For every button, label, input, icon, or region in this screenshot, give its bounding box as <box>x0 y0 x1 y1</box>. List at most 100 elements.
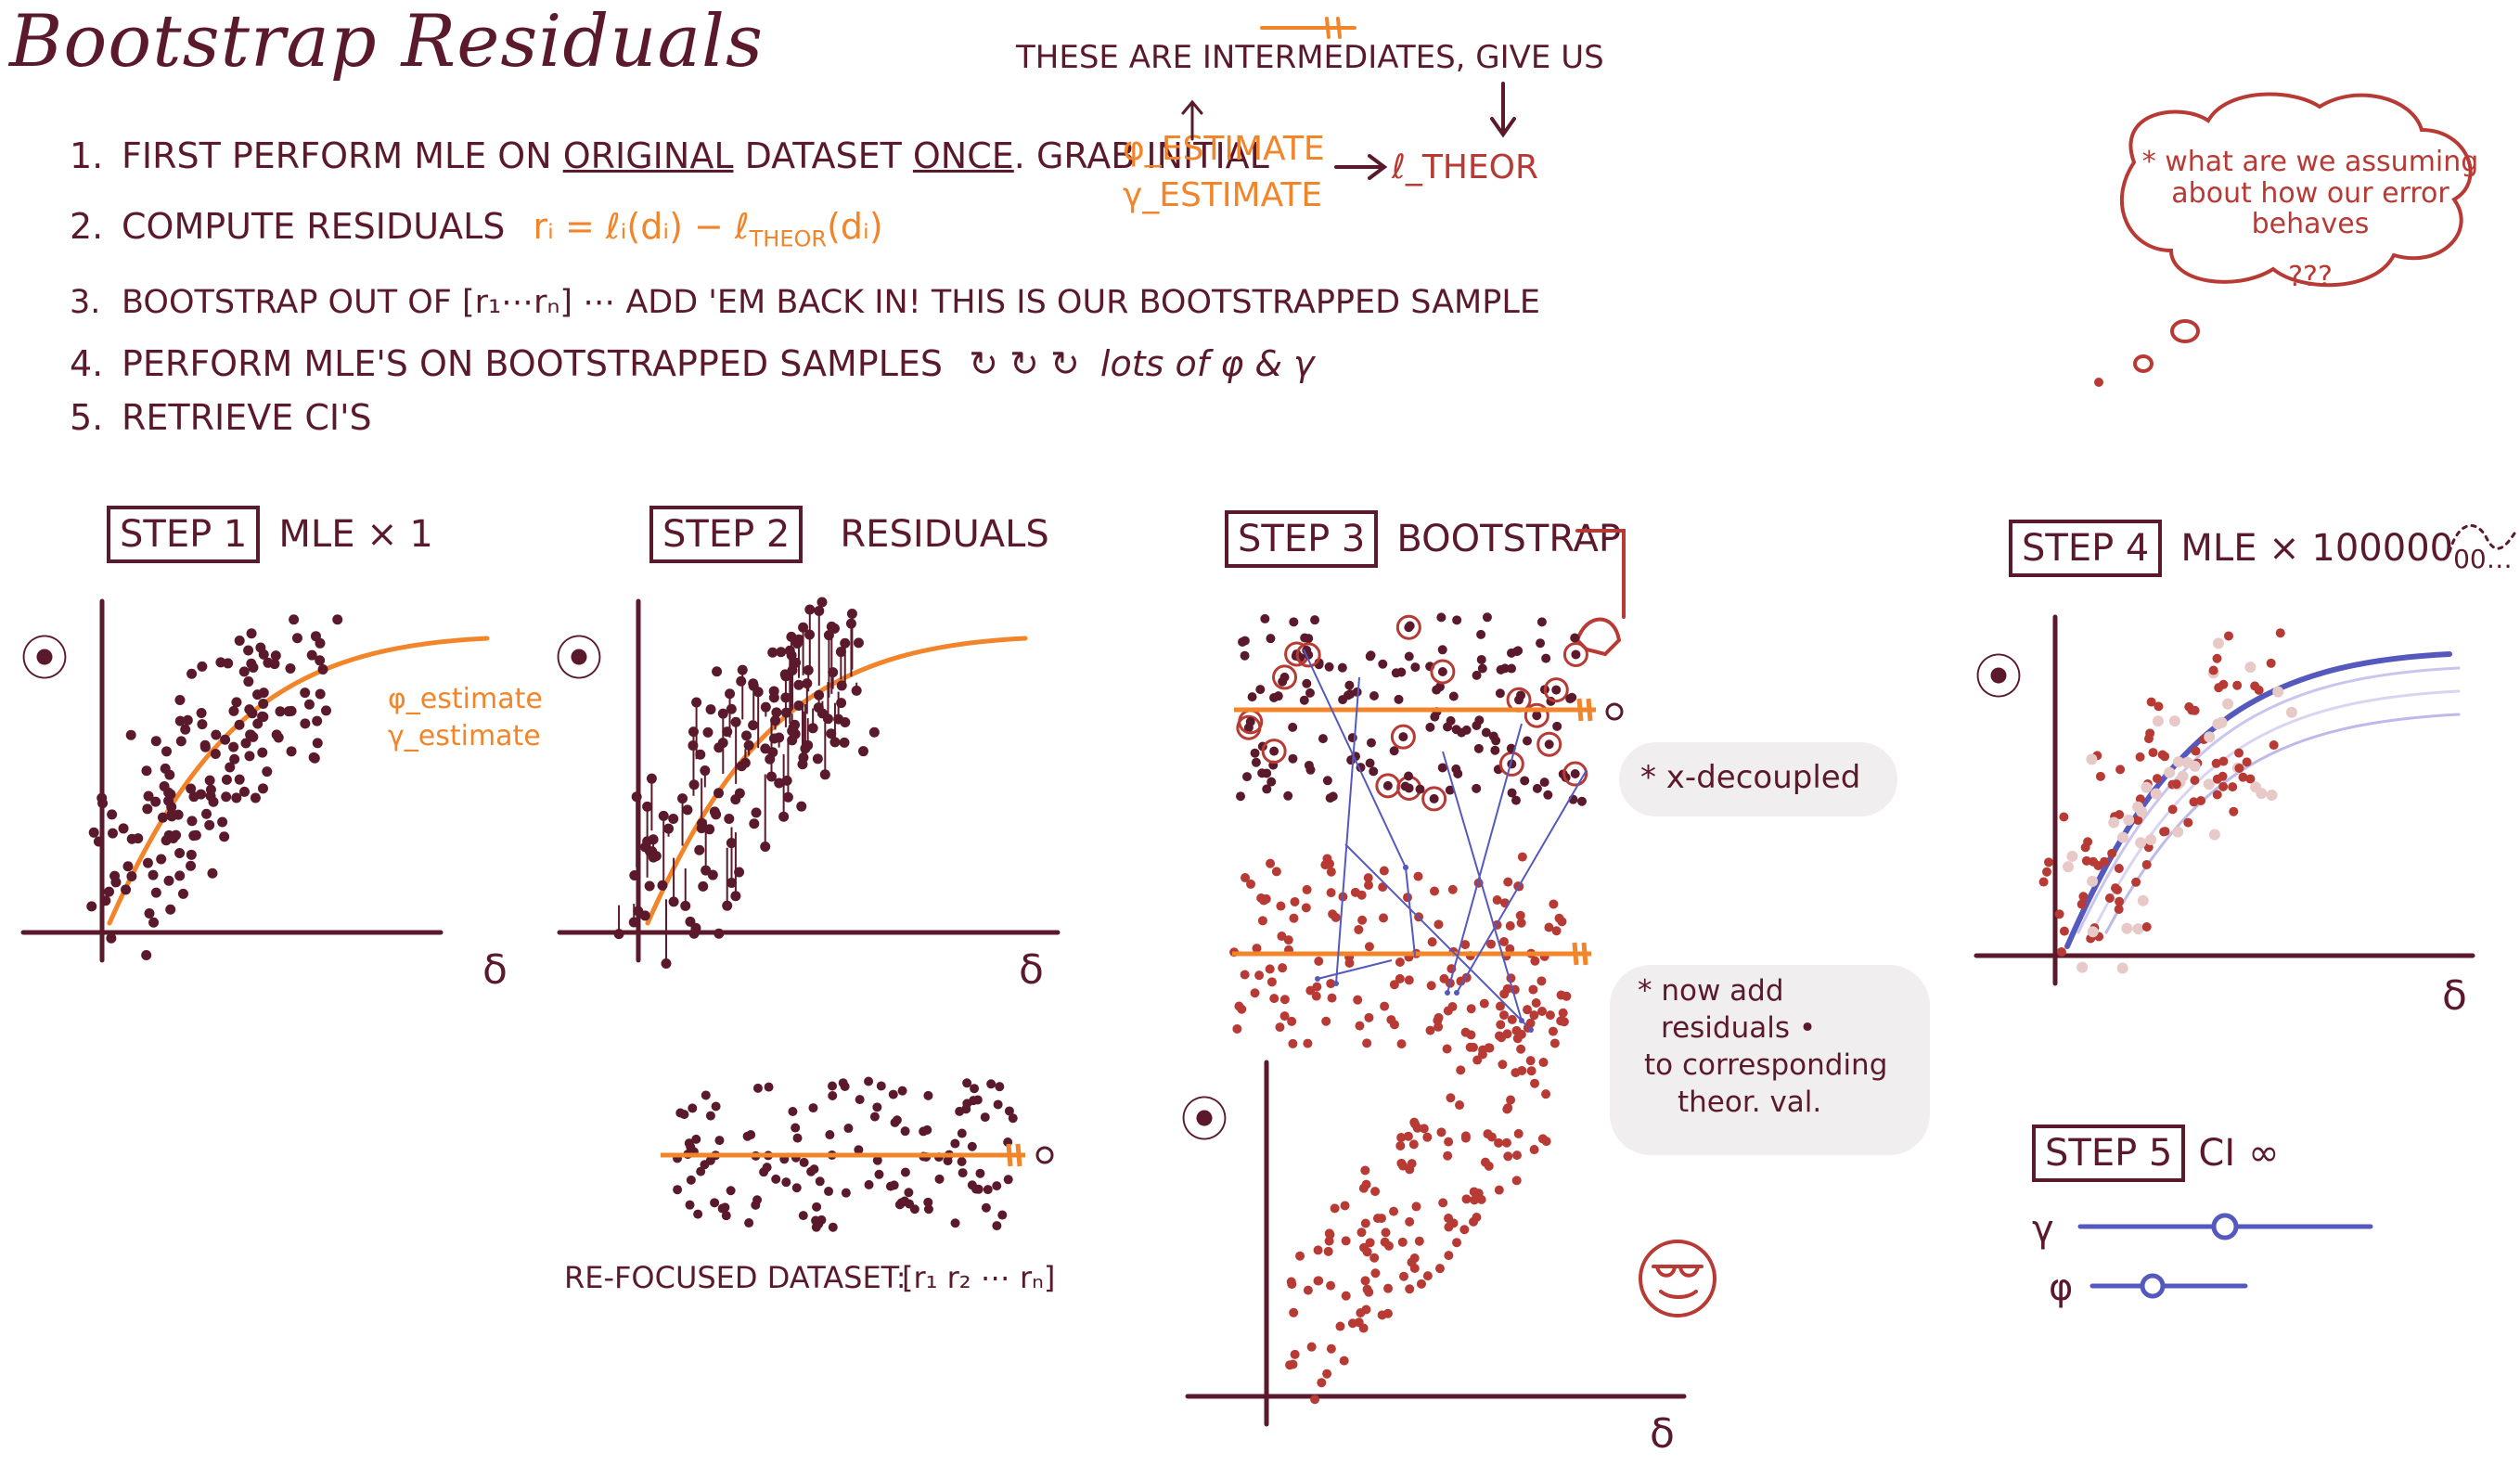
recombined-point <box>1289 1307 1299 1317</box>
step-1-data-point <box>93 836 104 847</box>
residual-point <box>1432 685 1442 695</box>
step-2-data-point <box>760 743 771 754</box>
bootstrapped-point <box>1505 920 1515 931</box>
refocused-vector: [r₁ r₂ ⋯ rₙ] <box>902 1260 1056 1295</box>
recombined-point <box>1356 1227 1367 1238</box>
mle-sample-point <box>2211 758 2221 768</box>
step-2-data-point <box>682 804 693 816</box>
bootstrapped-point <box>1517 852 1527 862</box>
bootstrapped-point <box>1468 1042 1478 1052</box>
step-2-data-point <box>736 761 747 772</box>
mle-sample-point <box>2159 827 2169 837</box>
recombined-point <box>1523 1005 1533 1015</box>
step-2-data-point <box>628 917 639 928</box>
step-2-data-point <box>836 680 847 691</box>
bootstrapped-point <box>1379 913 1389 923</box>
recombined-point <box>1370 1268 1381 1279</box>
step-2-data-point <box>714 928 725 939</box>
residual-point <box>1445 785 1455 795</box>
bootstrapped-point <box>1485 939 1496 949</box>
step-2-data-point <box>770 715 781 726</box>
step-1-data-point <box>317 663 328 675</box>
sampling-arrow-head <box>1333 981 1339 986</box>
mle-sample-point <box>2141 859 2152 869</box>
step-2-data-point <box>819 769 830 780</box>
step-1-data-point <box>245 729 256 740</box>
residual-point <box>1269 746 1279 756</box>
step-1-data-point <box>186 783 197 794</box>
step-1-data-point <box>199 741 211 752</box>
residual-point <box>1283 790 1293 801</box>
recombined-point <box>1310 1394 1320 1405</box>
mle-sample-point <box>2108 816 2120 829</box>
refocused-point <box>980 1112 990 1123</box>
recombined-point <box>1541 1089 1551 1099</box>
mle-sample-point <box>2168 715 2180 727</box>
sampling-arrow <box>1344 843 1532 1031</box>
sunglasses-smiley-icon <box>1639 1240 1716 1317</box>
step-1-data-point <box>220 734 231 745</box>
recombined-point <box>1530 1078 1540 1088</box>
refocused-end-circle <box>1035 1146 1054 1164</box>
bootstrapped-point <box>1344 957 1355 968</box>
step-2-data-point <box>629 870 640 881</box>
residual-point <box>1429 793 1439 803</box>
refocused-point <box>967 1141 977 1151</box>
mle-sample-point <box>2132 801 2144 813</box>
residual-point <box>1250 748 1260 758</box>
step-2-data-point <box>845 618 856 629</box>
step-2-data-point <box>765 771 777 782</box>
step-4-box: STEP 4 <box>2009 520 2163 577</box>
bootstrapped-point <box>1562 991 1572 1001</box>
step-2-data-point <box>730 716 741 727</box>
mle-sample-point <box>2218 756 2229 766</box>
recombined-point <box>1511 1150 1522 1161</box>
step-2-data-point <box>712 666 723 677</box>
bootstrapped-point <box>1364 880 1374 890</box>
step-2-data-point <box>705 704 716 715</box>
sampled-residual-ring <box>1295 642 1321 668</box>
bootstrapped-point <box>1303 1038 1313 1048</box>
decoupled-note-pad <box>1619 742 1897 816</box>
sampling-arrow <box>1446 723 1523 994</box>
step-4-tail: lots of φ & γ <box>1099 343 1315 384</box>
mle-sample-point <box>2100 856 2110 867</box>
step-1-data-point <box>143 790 154 802</box>
residual-point <box>1404 623 1414 633</box>
step-1-data-point <box>285 662 296 674</box>
residual-point <box>1481 727 1491 738</box>
mle-sample-point <box>2244 662 2256 674</box>
refocused-point <box>923 1090 933 1100</box>
residual-point <box>1302 678 1312 688</box>
step-2-data-point <box>726 878 737 889</box>
step-1-data-point <box>217 816 228 828</box>
residual-point <box>1511 795 1521 805</box>
mle-sample-point <box>2141 781 2153 793</box>
refocused-point <box>950 1218 960 1228</box>
recombined-point <box>1419 1124 1429 1134</box>
step-2-caption: RESIDUALS <box>840 513 1049 556</box>
step-1-data-point <box>148 869 159 880</box>
residual-point <box>1476 629 1486 639</box>
bootstrapped-point <box>1312 982 1322 992</box>
bootstrapped-point <box>1237 1004 1247 1014</box>
residual-point <box>1570 633 1580 643</box>
residual-point <box>1472 783 1482 793</box>
mle-sample-point <box>2152 715 2164 727</box>
recombined-point <box>1486 1132 1497 1142</box>
step-2-data-point <box>840 717 851 728</box>
step-2-data-point <box>724 813 735 824</box>
step-5-header: STEP 5 CI ∞ <box>2032 1125 2279 1182</box>
residual-point <box>1325 793 1335 803</box>
step-1-data-point <box>283 706 294 717</box>
mle-sample-point <box>2083 837 2093 847</box>
refocused-point <box>900 1126 910 1137</box>
recombined-point <box>1383 1283 1394 1293</box>
recombined-point <box>1409 1253 1420 1263</box>
recombined-point <box>1290 1349 1300 1359</box>
refocused-point <box>864 1179 874 1189</box>
step-2-data-point <box>793 634 804 645</box>
bootstrapped-point <box>1531 998 1541 1009</box>
recombined-point <box>1288 1359 1298 1369</box>
residual-point <box>1532 711 1542 721</box>
